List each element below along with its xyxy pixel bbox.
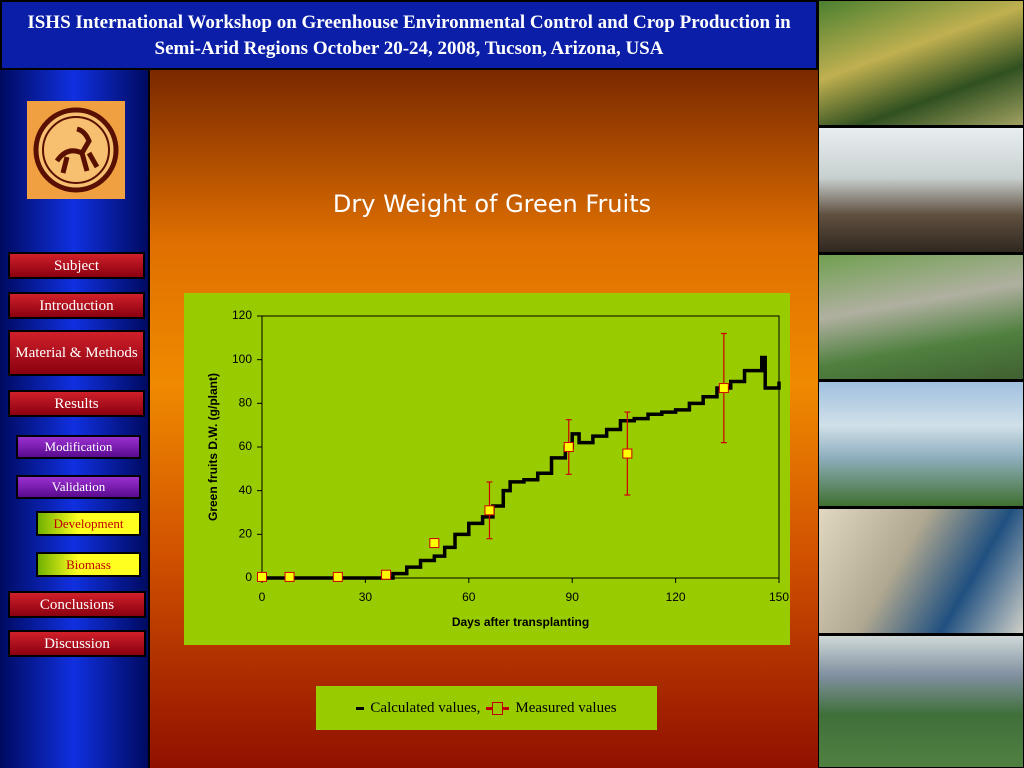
photo <box>818 508 1024 634</box>
x-tick-label: 60 <box>462 590 476 604</box>
measured-point <box>718 383 729 394</box>
nav-button[interactable]: Introduction <box>8 292 145 319</box>
measured-point <box>622 448 633 459</box>
legend-label: Calculated values, <box>370 699 481 716</box>
sidebar <box>0 70 150 768</box>
photo <box>818 254 1024 380</box>
photo <box>818 381 1024 507</box>
y-tick-label: 20 <box>239 527 253 541</box>
legend-marker <box>486 701 510 715</box>
legend: Calculated values, Measured values <box>316 686 657 730</box>
logo <box>27 101 125 199</box>
y-tick-label: 120 <box>232 308 252 322</box>
y-tick-label: 80 <box>239 396 253 410</box>
photo <box>818 0 1024 126</box>
nav-button[interactable]: Discussion <box>8 630 146 657</box>
photo <box>818 635 1024 768</box>
x-tick-label: 0 <box>259 590 266 604</box>
nav-button[interactable]: Biomass <box>36 552 141 577</box>
y-tick-label: 0 <box>245 570 252 584</box>
y-tick-label: 40 <box>239 483 253 497</box>
measured-point <box>484 505 495 516</box>
chart: 0 20 40 60 80 100 120 0 30 60 90 120 150 Days after t… <box>184 293 790 645</box>
x-tick-label: 90 <box>566 590 580 604</box>
photo <box>818 127 1024 253</box>
calculated-line <box>262 355 781 580</box>
legend-label: Measured values <box>515 699 617 716</box>
y-axis-label: Green fruits D.W. (g/plant) <box>206 373 220 521</box>
measured-point <box>284 571 295 582</box>
y-tick-label: 100 <box>232 352 252 366</box>
chart-title: Dry Weight of Green Fruits <box>332 190 652 218</box>
nav-button[interactable]: Validation <box>16 475 141 499</box>
measured-point <box>381 569 392 580</box>
chart-background <box>184 293 790 645</box>
x-tick-label: 30 <box>359 590 373 604</box>
x-tick-label: 150 <box>769 590 789 604</box>
nav-button[interactable]: Development <box>36 511 141 536</box>
measured-point <box>429 538 440 549</box>
nav-button[interactable]: Results <box>8 390 145 417</box>
y-tick-label: 60 <box>239 439 253 453</box>
measured-point <box>563 442 574 452</box>
x-axis-label: Days after transplanting <box>452 615 589 629</box>
nav-button[interactable]: Conclusions <box>8 591 146 618</box>
header-title: ISHS International Workshop on Greenhous… <box>0 0 818 70</box>
nav-button[interactable]: Material & Methods <box>8 330 145 376</box>
nav-button[interactable]: Subject <box>8 252 145 279</box>
measured-point <box>257 571 267 582</box>
measured-point <box>332 571 343 582</box>
legend-line <box>356 706 365 710</box>
nav-button[interactable]: Modification <box>16 435 141 459</box>
x-tick-label: 120 <box>666 590 686 604</box>
